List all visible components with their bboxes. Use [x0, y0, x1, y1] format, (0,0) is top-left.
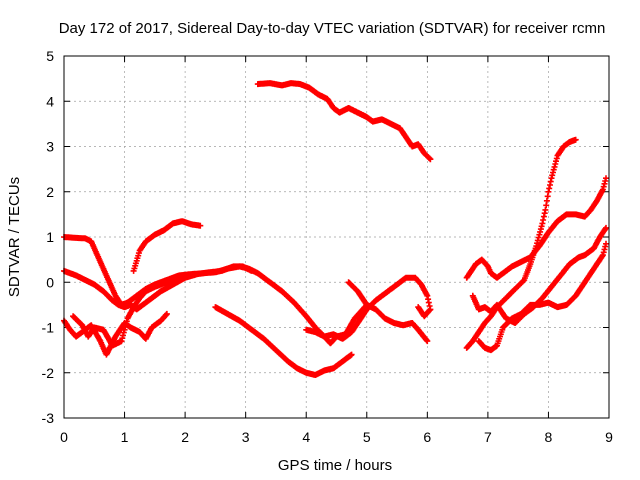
y-tick-label: 4 — [46, 93, 54, 109]
plus-markers — [345, 279, 370, 308]
y-tick-label: 1 — [46, 229, 54, 245]
plus-markers — [463, 175, 609, 281]
plus-markers — [463, 136, 579, 351]
x-axis-label: GPS time / hours — [278, 457, 392, 474]
x-tick-label: 7 — [484, 429, 492, 445]
series-track-10 — [463, 136, 579, 351]
series-track-8 — [303, 274, 434, 342]
series-track-1 — [61, 234, 431, 347]
y-tick-label: -3 — [42, 410, 55, 426]
plus-markers — [254, 80, 434, 163]
y-tick-label: -2 — [42, 365, 55, 381]
series-track-5 — [130, 218, 204, 274]
data-series — [61, 80, 609, 378]
x-tick-label: 2 — [181, 429, 189, 445]
plus-markers — [303, 274, 434, 342]
y-tick-label: 5 — [46, 48, 54, 64]
series-track-9 — [345, 279, 370, 308]
x-tick-label: 8 — [545, 429, 553, 445]
x-tick-label: 0 — [60, 429, 68, 445]
x-tick-label: 9 — [605, 429, 613, 445]
x-tick-label: 4 — [302, 429, 310, 445]
plus-markers — [475, 240, 609, 354]
x-axis-tick-labels: 0 1 2 3 4 5 6 7 8 9 — [60, 429, 613, 445]
y-tick-label: 0 — [46, 274, 54, 290]
x-tick-label: 5 — [363, 429, 371, 445]
x-tick-label: 6 — [423, 429, 431, 445]
series-track-11 — [463, 175, 609, 281]
series-track-4 — [70, 274, 183, 349]
y-tick-label: 3 — [46, 139, 54, 155]
plus-markers — [61, 234, 431, 347]
y-axis-tick-labels: -3 -2 -1 0 1 2 3 4 5 — [42, 48, 55, 426]
x-tick-label: 3 — [242, 429, 250, 445]
series-track-13 — [475, 240, 609, 354]
chart-title: Day 172 of 2017, Sidereal Day-to-day VTE… — [59, 20, 606, 37]
y-axis-label: SDTVAR / TECUs — [6, 177, 23, 297]
series-track-6 — [254, 80, 434, 163]
plot-frame — [63, 55, 610, 419]
y-tick-label: 2 — [46, 184, 54, 200]
y-tick-label: -1 — [42, 320, 55, 336]
plus-markers — [70, 274, 183, 349]
plus-markers — [130, 218, 204, 274]
series-track-7 — [212, 304, 355, 378]
x-tick-label: 1 — [121, 429, 129, 445]
plus-markers — [212, 304, 355, 378]
